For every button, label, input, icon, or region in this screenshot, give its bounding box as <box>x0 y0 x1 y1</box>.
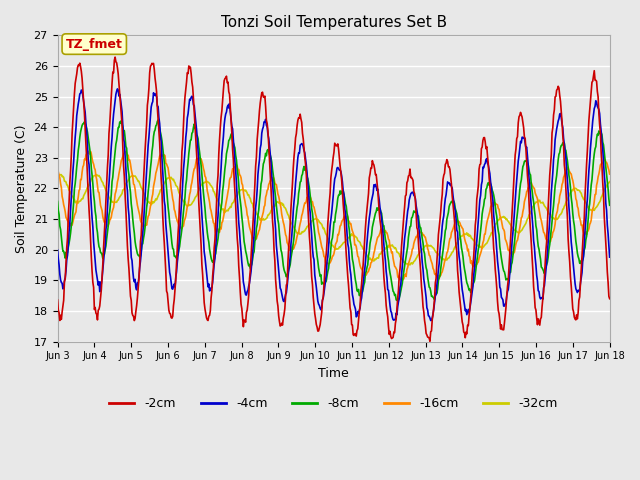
-16cm <box>54 164 61 170</box>
-4cm <box>401 229 409 235</box>
Line: -2cm: -2cm <box>58 57 610 341</box>
-4cm <box>418 249 426 255</box>
-16cm <box>207 205 214 211</box>
-4cm <box>54 247 61 253</box>
-8cm <box>403 254 410 260</box>
-16cm <box>419 230 426 236</box>
-8cm <box>54 199 61 204</box>
-8cm <box>120 128 128 133</box>
Title: Tonzi Soil Temperatures Set B: Tonzi Soil Temperatures Set B <box>221 15 447 30</box>
-8cm <box>154 117 162 123</box>
-2cm <box>121 192 129 198</box>
-16cm <box>606 171 614 177</box>
-2cm <box>63 235 71 241</box>
-32cm <box>606 179 614 184</box>
-2cm <box>177 172 185 178</box>
-2cm <box>426 338 434 344</box>
-16cm <box>121 149 129 155</box>
Line: -4cm: -4cm <box>58 89 610 321</box>
-32cm <box>54 172 61 178</box>
-16cm <box>177 226 185 231</box>
Line: -8cm: -8cm <box>58 120 610 300</box>
-2cm <box>207 308 214 314</box>
X-axis label: Time: Time <box>318 367 349 380</box>
-4cm <box>606 254 614 260</box>
-4cm <box>177 205 185 211</box>
Legend: -2cm, -4cm, -8cm, -16cm, -32cm: -2cm, -4cm, -8cm, -16cm, -32cm <box>104 392 563 415</box>
-2cm <box>401 193 409 199</box>
-8cm <box>606 203 614 208</box>
-8cm <box>207 251 214 257</box>
-32cm <box>401 260 409 266</box>
-2cm <box>418 284 426 289</box>
-32cm <box>177 195 185 201</box>
-4cm <box>63 252 71 258</box>
-2cm <box>111 54 119 60</box>
-2cm <box>54 297 61 303</box>
Line: -16cm: -16cm <box>58 151 610 280</box>
-16cm <box>84 148 92 154</box>
-32cm <box>121 182 129 188</box>
-32cm <box>207 182 214 188</box>
-8cm <box>63 250 71 255</box>
-16cm <box>403 274 410 279</box>
-2cm <box>606 296 614 301</box>
-16cm <box>63 218 71 224</box>
-32cm <box>63 182 71 188</box>
Line: -32cm: -32cm <box>58 175 610 265</box>
-32cm <box>406 262 414 268</box>
-4cm <box>427 318 435 324</box>
Y-axis label: Soil Temperature (C): Soil Temperature (C) <box>15 124 28 252</box>
-4cm <box>207 288 214 293</box>
-16cm <box>399 277 406 283</box>
-8cm <box>393 298 401 303</box>
-8cm <box>177 232 185 238</box>
-32cm <box>93 172 100 178</box>
-32cm <box>419 247 426 252</box>
-4cm <box>113 86 121 92</box>
-4cm <box>121 152 129 158</box>
Text: TZ_fmet: TZ_fmet <box>66 37 123 50</box>
-8cm <box>419 236 426 241</box>
